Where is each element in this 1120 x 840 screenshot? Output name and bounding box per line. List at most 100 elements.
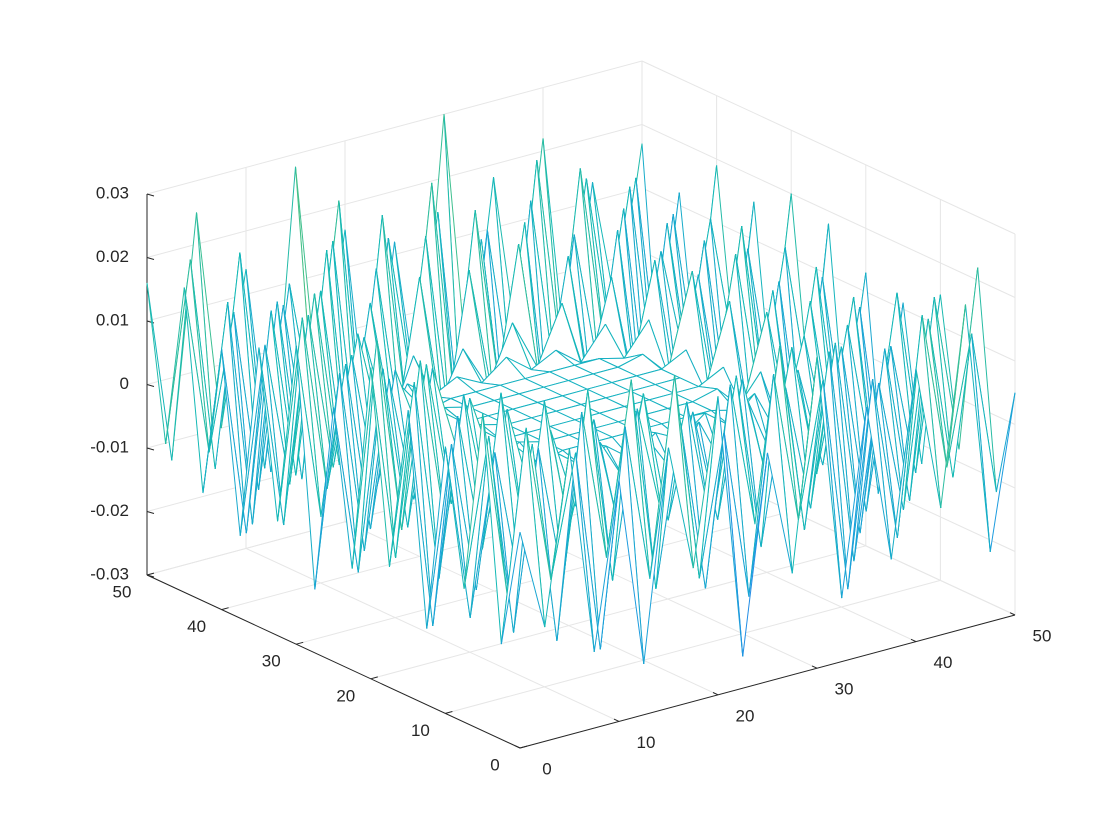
mesh-edge: [444, 446, 465, 589]
mesh-edge: [506, 356, 532, 371]
mesh-edge: [351, 367, 372, 569]
mesh-edge: [593, 480, 620, 652]
z-tick: [146, 384, 155, 387]
mesh-edge: [989, 392, 1016, 552]
mesh-edge: [530, 349, 557, 370]
mesh-face: [679, 240, 724, 421]
mesh-face: [767, 347, 811, 509]
mesh-face: [592, 230, 637, 409]
y-tick: [296, 641, 304, 645]
mesh-face: [642, 223, 686, 421]
mesh-edge: [636, 368, 662, 377]
mesh-edge: [748, 374, 775, 597]
mesh-edge: [723, 431, 744, 657]
mesh-edge: [295, 345, 322, 517]
mesh-edge: [655, 384, 675, 394]
mesh-face: [184, 287, 228, 493]
mesh-edge: [376, 339, 397, 558]
mesh-edge: [301, 317, 328, 489]
mesh-face: [264, 283, 309, 469]
mesh-edge: [462, 348, 483, 384]
y-tick: [445, 711, 453, 714]
mesh-edge: [426, 446, 446, 629]
mesh-edge: [822, 379, 849, 590]
mesh-edge: [456, 376, 482, 384]
z-tick: [146, 574, 155, 578]
mesh-edge: [555, 349, 581, 364]
mesh-face: [532, 444, 576, 641]
mesh-face: [691, 165, 736, 388]
mesh-edge: [531, 444, 552, 581]
y-tick: [146, 572, 155, 576]
mesh-edge: [648, 319, 668, 374]
mesh-edge: [878, 382, 904, 510]
mesh-edge: [258, 347, 285, 526]
mesh-edge: [704, 431, 725, 589]
mesh-edge: [921, 315, 948, 468]
y-tick: [370, 676, 378, 680]
mesh-edge: [295, 345, 316, 590]
mesh-edge: [729, 384, 756, 525]
mesh-edge: [643, 447, 669, 665]
mesh-face: [499, 222, 544, 409]
grid-line: [245, 547, 620, 722]
mesh-edge: [475, 384, 501, 393]
mesh-edge: [636, 375, 656, 386]
mesh-edge: [581, 411, 607, 558]
mesh-edge: [370, 367, 397, 558]
mesh-edge: [333, 407, 353, 569]
mesh-edge: [630, 379, 657, 589]
mesh-edge: [977, 267, 997, 493]
mesh-face: [785, 301, 829, 450]
mesh-edge: [580, 323, 606, 363]
mesh-edge: [692, 388, 718, 403]
grid-line: [344, 521, 719, 696]
mesh-edge: [884, 348, 904, 510]
mesh-edge: [239, 344, 266, 536]
mesh-edge: [500, 532, 521, 645]
mesh-edge: [569, 448, 595, 652]
mesh-edge: [568, 373, 594, 382]
mesh-edge: [202, 349, 223, 494]
mesh-edge: [586, 382, 612, 390]
mesh-edge: [561, 303, 582, 363]
x-tick: [811, 665, 818, 669]
mesh-edge: [432, 444, 452, 627]
mesh-edge: [518, 386, 544, 395]
mesh-edge: [488, 435, 508, 598]
mesh-edge: [518, 243, 538, 368]
mesh-face: [599, 354, 643, 368]
mesh-edge: [630, 384, 656, 392]
mesh-edge: [605, 397, 625, 407]
mesh-edge: [674, 375, 694, 569]
mesh-edge: [432, 368, 458, 451]
mesh-edge: [432, 416, 459, 627]
y-tick-label: 50: [113, 582, 132, 601]
mesh-edge: [395, 360, 421, 558]
y-tick-label: 40: [187, 617, 206, 636]
mesh-edge: [481, 382, 501, 386]
mesh-face: [468, 177, 513, 396]
mesh-face: [692, 375, 737, 529]
mesh-edge: [575, 452, 601, 650]
mesh-face: [586, 277, 631, 380]
mesh-face: [630, 260, 674, 403]
mesh-face: [705, 384, 749, 597]
z-tick-label: -0.01: [90, 437, 129, 456]
z-tick: [146, 511, 155, 514]
mesh-edge: [767, 452, 793, 574]
mesh-face: [730, 374, 774, 597]
mesh-edge: [611, 375, 637, 384]
mesh-face: [389, 382, 433, 626]
mesh-edge: [617, 353, 643, 368]
mesh-edge: [580, 397, 606, 405]
mesh-edge: [574, 364, 594, 375]
mesh-edge: [512, 408, 532, 419]
mesh-face: [481, 357, 526, 386]
z-tick: [146, 447, 155, 451]
mesh-face: [549, 234, 593, 438]
grid-line: [641, 124, 1016, 298]
mesh-face: [501, 427, 545, 645]
mesh-face: [600, 426, 644, 664]
